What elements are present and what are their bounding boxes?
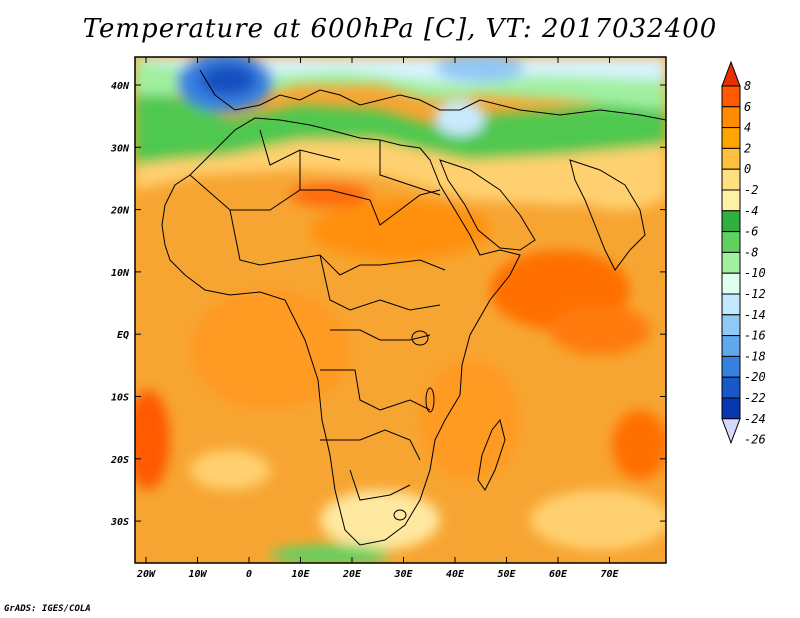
- lon-tick-label: 60E: [549, 569, 568, 580]
- colorbar-label: -18: [744, 349, 766, 363]
- colorbar-swatch: [721, 251, 741, 274]
- lat-tick-label: EQ: [117, 330, 129, 341]
- colorbar-swatch: [721, 293, 741, 316]
- lon-tick-label: 40E: [446, 569, 465, 580]
- colorbar-swatch: [721, 127, 741, 149]
- lon-tick-label: 20W: [136, 569, 156, 580]
- colorbar-swatch: [721, 85, 741, 108]
- lat-tick-label: 10N: [111, 268, 130, 279]
- colorbar-bottom-arrow: [721, 418, 741, 445]
- colorbar-label: 6: [744, 100, 751, 114]
- colorbar-label: -14: [744, 308, 766, 322]
- lat-tick-label: 20S: [110, 455, 129, 466]
- colorbar-label: -8: [744, 245, 758, 259]
- colorbar-swatch: [721, 189, 741, 212]
- plot-frame: [134, 56, 667, 564]
- longitude-axis: 20W 10W 0 10E 20E 30E 40E 50E 60E 70E: [136, 57, 620, 580]
- colorbar-label: -20: [744, 370, 766, 384]
- colorbar-swatch: [721, 376, 741, 399]
- colorbar-swatch: [721, 147, 741, 170]
- lat-tick-label: 30N: [110, 143, 130, 154]
- lat-tick-label: 10S: [111, 393, 129, 404]
- map-title: Temperature at 600hPa [C], VT: 201703240…: [82, 14, 718, 44]
- colorbar-label: -22: [744, 391, 766, 405]
- grads-credit: GrADS: IGES/COLA: [4, 604, 91, 614]
- lon-tick-label: 0: [246, 569, 252, 580]
- colorbar-swatch: [721, 397, 741, 420]
- lat-tick-label: 20N: [110, 206, 130, 217]
- colorbar-swatch: [721, 106, 741, 129]
- colorbar-swatch: [721, 314, 741, 337]
- colorbar-swatch: [721, 355, 741, 378]
- lon-tick-label: 20E: [342, 569, 362, 580]
- colorbar-label: 2: [744, 141, 751, 155]
- colorbar-label: -24: [744, 412, 766, 426]
- colorbar-swatch: [721, 335, 741, 357]
- lon-tick-label: 70E: [600, 569, 619, 580]
- coastlines: [161, 69, 666, 546]
- colorbar-label: -12: [744, 287, 766, 301]
- colorbar-label: -16: [744, 329, 766, 343]
- colorbar-label: -10: [744, 266, 766, 280]
- colorbar-swatch: [721, 168, 741, 191]
- colorbar-swatch: [721, 231, 741, 253]
- lon-tick-label: 10W: [188, 569, 207, 580]
- lon-tick-label: 50E: [497, 569, 516, 580]
- colorbar-top-arrow: [721, 60, 741, 87]
- colorbar-label: -4: [744, 204, 758, 218]
- colorbar-swatch: [721, 272, 741, 295]
- lat-tick-label: 40N: [111, 81, 130, 92]
- colorbar-label: -26: [744, 433, 766, 447]
- lat-tick-label: 30S: [110, 517, 129, 528]
- colorbar-label: 8: [744, 79, 751, 93]
- temperature-field: [135, 57, 666, 563]
- colorbar-label: 4: [744, 121, 751, 135]
- colorbar-label: -2: [744, 183, 758, 197]
- latitude-axis: 40N 30N 20N 10N EQ 10S 20S 30S: [110, 81, 666, 528]
- lon-tick-label: 30E: [393, 569, 413, 580]
- colorbar-swatch: [721, 210, 741, 233]
- lon-tick-label: 10E: [291, 569, 310, 580]
- colorbar-label: 0: [744, 162, 751, 176]
- colorbar-label: -6: [744, 225, 758, 239]
- colorbar: 8 6 4 2 0 -2 -4 -6 -8 -10 -12 -14 -16 -18 -20 -22 -24 -26: [721, 60, 766, 447]
